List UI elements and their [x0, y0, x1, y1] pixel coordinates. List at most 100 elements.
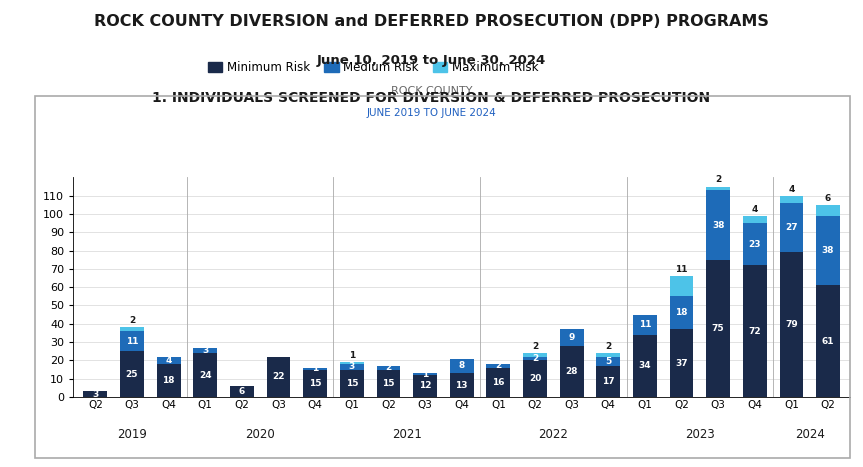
Text: 34: 34: [639, 361, 652, 370]
Text: 2: 2: [495, 361, 501, 370]
Bar: [120, 351, 144, 397]
Bar: [779, 196, 803, 203]
Bar: [743, 216, 766, 223]
Text: 9: 9: [569, 333, 575, 342]
Text: 1: 1: [312, 364, 318, 373]
Bar: [743, 223, 766, 265]
Bar: [706, 260, 730, 397]
Text: 3: 3: [202, 346, 208, 355]
Bar: [303, 369, 327, 397]
Bar: [303, 368, 327, 369]
Bar: [779, 203, 803, 253]
Text: 1. INDIVIDUALS SCREENED FOR DIVERSION & DEFERRED PROSECUTION: 1. INDIVIDUALS SCREENED FOR DIVERSION & …: [153, 91, 710, 105]
Text: 12: 12: [419, 382, 432, 390]
Bar: [706, 190, 730, 260]
Text: 27: 27: [785, 223, 797, 232]
Text: 13: 13: [456, 381, 468, 389]
Bar: [120, 331, 144, 351]
Text: 2: 2: [385, 363, 392, 372]
Text: 72: 72: [748, 326, 761, 336]
Text: 3: 3: [92, 389, 98, 399]
Bar: [157, 357, 180, 364]
Text: 15: 15: [345, 379, 358, 388]
Bar: [413, 373, 437, 375]
Text: 75: 75: [712, 324, 724, 333]
Text: 6: 6: [239, 387, 245, 396]
Bar: [670, 297, 694, 329]
Bar: [120, 327, 144, 331]
Text: JUNE 2019 TO JUNE 2024: JUNE 2019 TO JUNE 2024: [367, 108, 496, 118]
Text: 22: 22: [272, 372, 285, 382]
Text: 18: 18: [162, 376, 175, 385]
Bar: [450, 359, 474, 373]
Text: 11: 11: [639, 320, 652, 329]
Text: June 10, 2019 to June 30, 2024: June 10, 2019 to June 30, 2024: [317, 54, 546, 67]
Bar: [376, 369, 400, 397]
Bar: [633, 335, 657, 397]
Bar: [157, 364, 180, 397]
Text: 2022: 2022: [539, 427, 568, 440]
Text: ROCK COUNTY: ROCK COUNTY: [391, 86, 472, 96]
Bar: [670, 276, 694, 297]
Text: 38: 38: [712, 220, 724, 229]
Text: 2023: 2023: [685, 427, 715, 440]
Text: 79: 79: [785, 320, 797, 329]
Text: 1: 1: [349, 351, 355, 360]
Text: 20: 20: [529, 374, 541, 383]
Text: 4: 4: [166, 356, 172, 365]
Bar: [523, 357, 547, 361]
Text: 2: 2: [532, 342, 539, 351]
Bar: [670, 329, 694, 397]
Bar: [487, 364, 510, 368]
Bar: [340, 369, 363, 397]
Bar: [523, 353, 547, 357]
Bar: [413, 375, 437, 397]
Bar: [633, 315, 657, 335]
Bar: [376, 366, 400, 369]
Text: 23: 23: [748, 240, 761, 249]
Text: 1: 1: [422, 369, 428, 379]
Text: 2021: 2021: [392, 427, 422, 440]
Bar: [523, 361, 547, 397]
Bar: [450, 373, 474, 397]
Text: 2: 2: [532, 354, 539, 363]
Text: 3: 3: [349, 362, 355, 371]
Bar: [560, 346, 583, 397]
Bar: [743, 265, 766, 397]
Text: 28: 28: [565, 367, 578, 376]
Bar: [487, 368, 510, 397]
Bar: [193, 353, 217, 397]
Text: 17: 17: [602, 377, 614, 386]
Bar: [816, 285, 840, 397]
Bar: [340, 364, 363, 369]
Text: 11: 11: [675, 265, 688, 274]
Text: 38: 38: [822, 246, 835, 255]
Text: 6: 6: [825, 194, 831, 203]
Bar: [340, 362, 363, 364]
Text: 61: 61: [822, 337, 835, 346]
Text: 11: 11: [126, 337, 138, 346]
Legend: Minimum Risk, Medium Risk, Maximum Risk: Minimum Risk, Medium Risk, Maximum Risk: [204, 56, 543, 78]
Text: 15: 15: [309, 379, 321, 388]
Text: ROCK COUNTY DIVERSION and DEFERRED PROSECUTION (DPP) PROGRAMS: ROCK COUNTY DIVERSION and DEFERRED PROSE…: [94, 14, 769, 29]
Text: 2019: 2019: [117, 427, 147, 440]
Text: 18: 18: [675, 308, 688, 317]
Text: 2020: 2020: [245, 427, 275, 440]
Text: 4: 4: [752, 205, 758, 214]
Bar: [596, 353, 620, 357]
Bar: [816, 216, 840, 285]
Bar: [596, 357, 620, 366]
Text: 24: 24: [199, 370, 211, 380]
Text: 2024: 2024: [795, 427, 825, 440]
Bar: [84, 391, 107, 397]
Bar: [267, 357, 291, 397]
Text: 2: 2: [715, 176, 721, 184]
Bar: [193, 347, 217, 353]
Text: 2: 2: [129, 316, 135, 325]
Text: 8: 8: [458, 361, 465, 370]
Text: 25: 25: [126, 369, 138, 379]
Text: 37: 37: [675, 359, 688, 368]
Text: 5: 5: [605, 357, 611, 366]
Bar: [560, 329, 583, 346]
Text: 16: 16: [492, 378, 505, 387]
